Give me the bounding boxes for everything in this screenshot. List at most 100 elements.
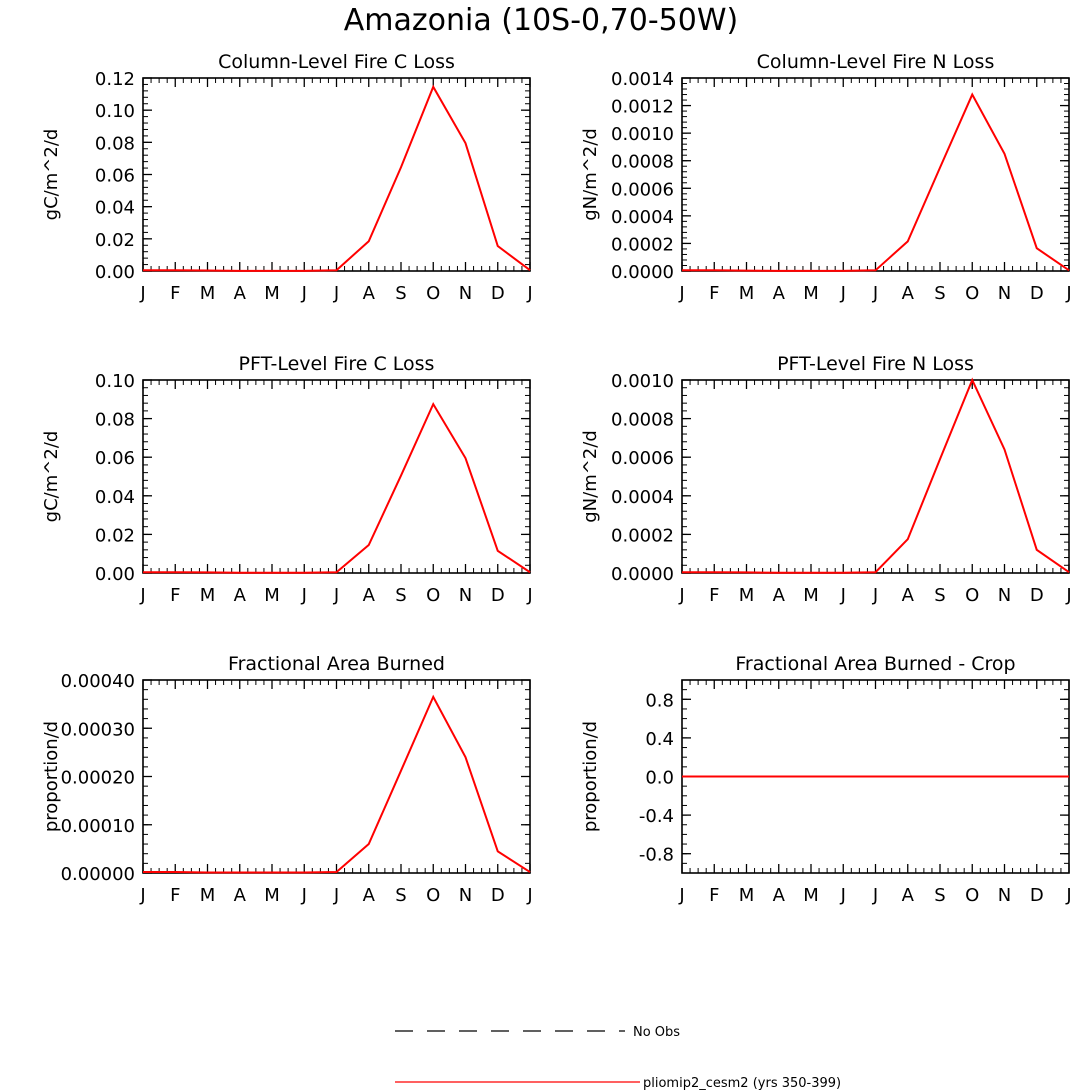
y-tick-label: 0.00 [95,564,135,585]
x-tick-label: S [395,283,406,304]
y-axis-label: gC/m^2/d [41,431,62,523]
y-axis-label: proportion/d [41,721,62,832]
panel-title: Fractional Area Burned - Crop [735,653,1015,675]
legend: No Obs pliomip2_cesm2 (yrs 350-399) [395,1025,841,1091]
y-tick-label: -0.8 [639,845,674,866]
x-tick-label: O [965,885,979,906]
x-tick-label: S [934,283,945,304]
x-tick-label: A [773,585,786,606]
x-tick-label: A [234,585,247,606]
x-tick-label: N [459,885,472,906]
x-tick-label: O [426,585,440,606]
x-tick-label: F [709,585,719,606]
x-tick-label: F [170,283,180,304]
y-tick-label: 0.0000 [611,564,674,585]
x-tick-label: O [965,283,979,304]
x-tick-label: J [301,585,307,606]
y-tick-label: 0.0008 [611,410,674,431]
x-tick-label: A [773,885,786,906]
x-tick-label: J [526,585,532,606]
x-tick-label: J [139,585,145,606]
x-tick-label: D [491,585,505,606]
x-tick-label: J [139,885,145,906]
x-tick-label: J [139,283,145,304]
y-axis-label: gC/m^2/d [41,129,62,221]
x-tick-label: F [170,885,180,906]
x-tick-label: A [234,885,247,906]
x-tick-label: O [426,885,440,906]
x-tick-label: S [395,585,406,606]
y-tick-label: 0.00040 [61,671,135,692]
panel-title: PFT-Level Fire C Loss [239,353,435,375]
y-tick-label: 0.08 [95,133,135,154]
x-tick-label: J [872,283,878,304]
figure-title: Amazonia (10S-0,70-50W) [344,3,738,38]
panel-3: 0.000.020.040.060.080.10J F M A M J J A S O N D JPFT… [41,353,533,606]
x-tick-label: M [739,585,755,606]
x-tick-label: F [709,283,719,304]
x-tick-label: S [934,585,945,606]
x-tick-label: O [965,585,979,606]
legend-label-no-obs: No Obs [633,1025,680,1040]
y-tick-label: 0.0004 [611,487,674,508]
x-tick-label: D [491,885,505,906]
y-tick-label: 0.0002 [611,234,674,255]
y-tick-label: 0.0010 [611,124,674,145]
x-tick-label: J [840,585,846,606]
x-tick-label: J [333,885,339,906]
y-tick-label: 0.00000 [61,864,135,885]
y-axis-label: proportion/d [580,721,601,832]
y-tick-label: 0.12 [95,69,135,90]
y-axis-label: gN/m^2/d [580,430,601,523]
x-tick-label: J [333,283,339,304]
x-tick-label: M [739,283,755,304]
x-tick-label: N [998,585,1011,606]
y-tick-label: 0.00020 [61,768,135,789]
x-tick-label: J [840,283,846,304]
x-tick-label: J [678,585,684,606]
y-tick-label: 0.0014 [611,69,674,90]
y-tick-label: -0.4 [639,806,674,827]
y-tick-label: 0.00 [95,262,135,283]
x-tick-label: M [264,283,280,304]
x-tick-label: A [902,585,915,606]
panel-2: 0.0000 0.0002 0.0004 0.0006 0.0008 0.0010 0.00… [580,51,1072,304]
panel-1: 0.000.020.040.060.080.100.12J F M A M J J A S O N D… [41,51,533,304]
y-tick-label: 0.0008 [611,152,674,173]
series-line [682,92,1070,272]
x-tick-label: J [333,585,339,606]
y-tick-label: 0.10 [95,101,135,122]
y-tick-label: 0.0006 [611,179,674,200]
x-tick-label: N [998,283,1011,304]
y-tick-label: 0.8 [645,690,674,711]
y-tick-label: 0.0010 [611,371,674,392]
x-tick-label: M [200,283,216,304]
x-tick-label: J [840,885,846,906]
x-tick-label: D [1030,283,1044,304]
series-line [143,401,531,574]
y-tick-label: 0.0000 [611,262,674,283]
x-tick-label: N [459,283,472,304]
x-tick-label: A [902,885,915,906]
x-tick-label: M [739,885,755,906]
y-tick-label: 0.08 [95,410,135,431]
x-tick-label: J [526,283,532,304]
y-tick-label: 0.00030 [61,719,135,740]
x-tick-label: M [803,885,819,906]
x-tick-label: M [803,585,819,606]
x-tick-label: J [301,885,307,906]
x-tick-label: J [872,885,878,906]
x-tick-label: J [678,283,684,304]
x-tick-label: A [363,585,376,606]
plot-frame [681,379,1070,574]
x-tick-label: J [526,885,532,906]
panel-title: Column-Level Fire C Loss [218,51,455,73]
x-tick-label: M [264,585,280,606]
y-tick-label: 0.10 [95,371,135,392]
panels: 0.000.020.040.060.080.100.12J F M A M J J A S O N D… [41,51,1072,906]
y-axis-label: gN/m^2/d [580,128,601,221]
x-tick-label: N [998,885,1011,906]
y-tick-label: 0.04 [95,487,135,508]
